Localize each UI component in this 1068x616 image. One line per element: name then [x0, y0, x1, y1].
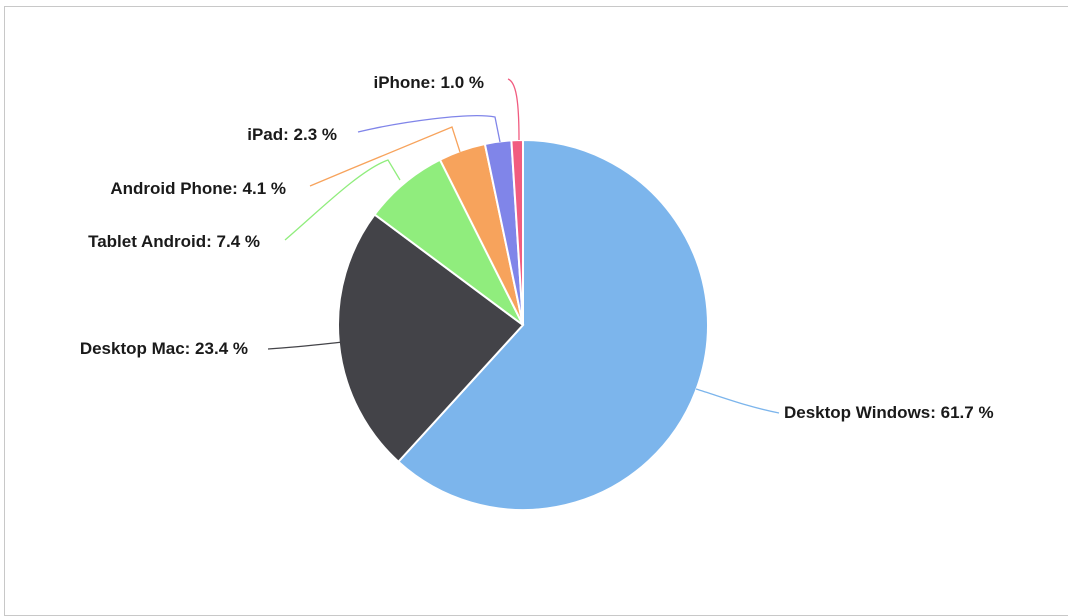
- connector-tablet-android: [284, 159, 401, 241]
- data-label-desktop-windows: Desktop Windows: 61.7 %: [784, 403, 994, 422]
- connector-iphone: [507, 78, 520, 141]
- connector-desktop-windows: [695, 388, 780, 414]
- pie-slice-desktop-windows[interactable]: [396, 138, 709, 511]
- data-labels: Desktop Windows: 61.7 % Desktop Mac: 23.4…: [80, 73, 994, 422]
- label-connectors: [267, 78, 780, 414]
- pie-slices: [337, 138, 709, 511]
- pie-slice-iphone[interactable]: [510, 138, 524, 326]
- data-label-android-phone: Android Phone: 4.1 %: [110, 179, 286, 198]
- connector-ipad: [357, 115, 501, 143]
- connector-desktop-mac: [267, 341, 344, 350]
- data-label-iphone: iPhone: 1.0 %: [373, 73, 484, 92]
- data-label-ipad: iPad: 2.3 %: [247, 125, 337, 144]
- data-label-tablet-android: Tablet Android: 7.4 %: [88, 232, 260, 251]
- connector-android-phone: [309, 126, 461, 187]
- data-label-desktop-mac: Desktop Mac: 23.4 %: [80, 339, 248, 358]
